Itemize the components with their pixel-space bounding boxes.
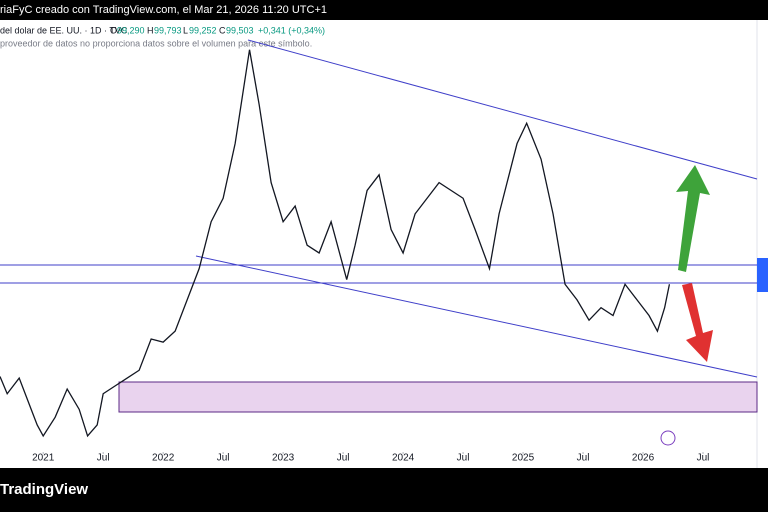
support-zone — [118, 381, 758, 413]
ohlc-label: C — [219, 25, 226, 35]
alert-icon[interactable] — [660, 430, 676, 446]
bottom-bar — [0, 468, 768, 512]
credit: riaFyC creado con TradingView.com, el Ma… — [0, 4, 327, 16]
ohlc-label: H — [147, 25, 154, 35]
brand: TradingView — [0, 481, 88, 498]
x-tick-label: 2024 — [392, 453, 415, 464]
price-marker — [757, 258, 768, 292]
x-tick-label: 2021 — [32, 453, 55, 464]
ohlc-value: 99,290 — [117, 25, 145, 35]
ohlc-value: 99,793 — [154, 25, 182, 35]
x-tick-label: Jul — [217, 453, 230, 464]
ohlc-value: 99,252 — [189, 25, 217, 35]
ohlc-value: 99,503 — [226, 25, 254, 35]
x-tick-label: Jul — [697, 453, 710, 464]
symbol: del dolar de EE. UU. · 1D · TVC — [0, 25, 128, 35]
x-tick-label: Jul — [577, 453, 590, 464]
x-tick-label: 2026 — [632, 453, 655, 464]
x-tick-label: Jul — [337, 453, 350, 464]
trend-line — [247, 39, 758, 180]
up-arrow — [676, 165, 710, 272]
ohlc-label: O — [110, 25, 117, 35]
x-tick-label: 2023 — [272, 453, 295, 464]
price-line — [0, 49, 671, 438]
notice: proveedor de datos no proporciona datos … — [0, 38, 312, 48]
trend-line — [195, 255, 758, 378]
x-tick-label: Jul — [457, 453, 470, 464]
ohlc-label: L — [183, 25, 188, 35]
x-tick-label: Jul — [97, 453, 110, 464]
x-tick-label: 2022 — [152, 453, 175, 464]
top-bar — [0, 0, 768, 20]
down-arrow — [682, 283, 713, 362]
x-tick-label: 2025 — [512, 453, 535, 464]
change: +0,341 (+0,34%) — [258, 25, 325, 35]
